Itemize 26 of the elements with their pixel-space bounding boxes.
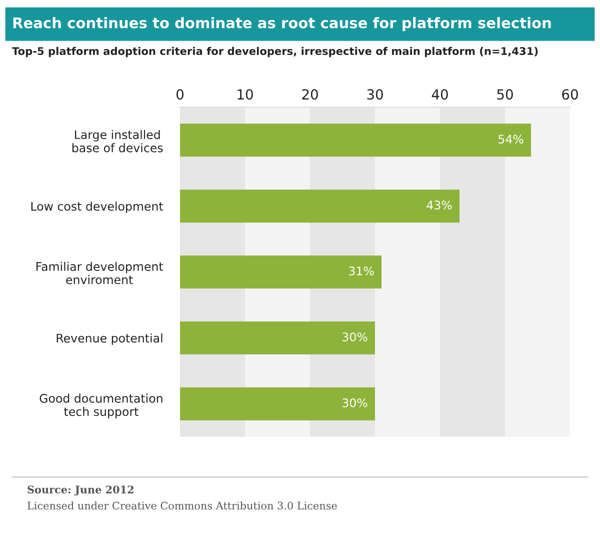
data-label: 54% xyxy=(498,134,524,144)
bar xyxy=(180,387,375,420)
x-tick-label: 0 xyxy=(176,89,184,100)
bar xyxy=(180,321,375,354)
text: Licensed under Creative Commons Attribution 3.0 License xyxy=(28,501,337,510)
bar xyxy=(180,124,531,157)
chart-title: Reach continues to dominate as root cause for platform selection xyxy=(13,17,551,32)
y-tick-label: Low cost development xyxy=(31,202,164,214)
y-tick-label: Good documentation tech support xyxy=(40,394,162,418)
x-tick-label: 50 xyxy=(497,89,513,100)
data-label: 30% xyxy=(342,398,368,408)
source-note: Source: June 2012 xyxy=(28,486,134,496)
x-tick-label: 10 xyxy=(238,89,253,100)
bar xyxy=(180,190,460,223)
y-tick-label: Large installed base of devices xyxy=(72,130,163,152)
bar xyxy=(180,256,382,288)
data-label: 30% xyxy=(342,332,368,342)
y-tick-label: Familiar development enviroment xyxy=(36,262,164,284)
chart-subtitle: Top-5 platform adoption criteria for developers, irrespective of main platform (n=1,431) xyxy=(12,46,538,58)
y-tick-label: Revenue potential xyxy=(56,333,162,345)
x-tick-label: 20 xyxy=(302,89,318,100)
data-label: 31% xyxy=(349,266,374,276)
x-tick-label: 30 xyxy=(367,89,383,100)
x-tick-label: 60 xyxy=(562,89,578,100)
x-tick-label: 40 xyxy=(432,89,448,100)
data-label: 43% xyxy=(426,200,452,210)
